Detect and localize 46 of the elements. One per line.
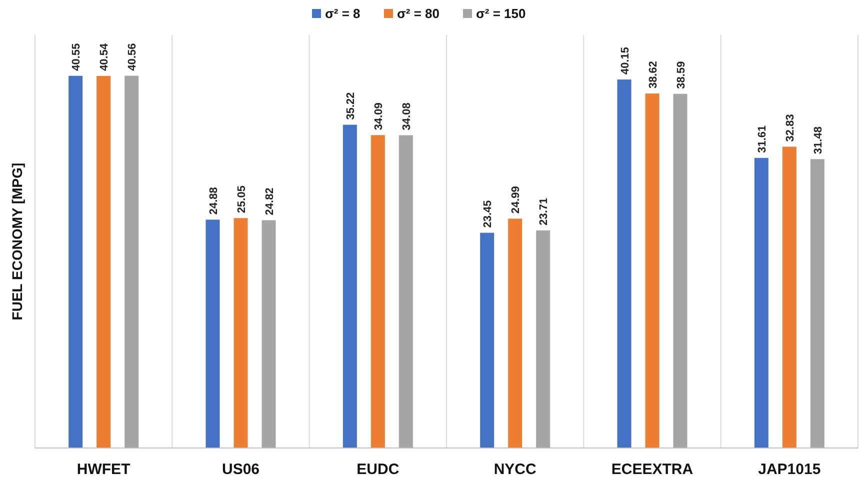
bar bbox=[68, 76, 83, 448]
x-tick-label: ECEEXTRA bbox=[611, 461, 694, 478]
y-axis-title: FUEL ECONOMY [MPG] bbox=[9, 162, 25, 320]
data-label: 23.45 bbox=[482, 200, 494, 228]
data-label: 35.22 bbox=[344, 92, 357, 120]
data-label: 23.71 bbox=[538, 198, 550, 226]
x-tick-label: US06 bbox=[222, 461, 260, 478]
data-label: 25.05 bbox=[236, 186, 248, 214]
x-tick-label: JAP1015 bbox=[758, 461, 821, 478]
bar bbox=[370, 135, 385, 448]
bar bbox=[206, 220, 220, 448]
data-label: 40.15 bbox=[619, 46, 632, 75]
x-tick-label: EUDC bbox=[356, 461, 400, 478]
data-label: 31.61 bbox=[756, 125, 768, 153]
data-label: 24.82 bbox=[264, 188, 276, 216]
data-label: 38.59 bbox=[675, 61, 688, 89]
bar bbox=[398, 135, 413, 448]
bar bbox=[617, 80, 632, 448]
data-label: 40.55 bbox=[70, 43, 83, 71]
bar bbox=[342, 124, 357, 448]
data-label: 32.83 bbox=[784, 114, 796, 142]
bar bbox=[234, 218, 248, 448]
data-label: 40.56 bbox=[126, 43, 139, 71]
data-label: 38.62 bbox=[647, 61, 660, 89]
x-tick-label: NYCC bbox=[494, 461, 536, 478]
data-label: 24.99 bbox=[510, 186, 522, 214]
bar bbox=[96, 76, 111, 448]
bar bbox=[810, 159, 824, 448]
legend-label: σ² = 150 bbox=[476, 6, 526, 21]
x-tick-label: HWFET bbox=[76, 461, 130, 478]
bar bbox=[673, 94, 688, 448]
data-label: 34.09 bbox=[372, 102, 385, 130]
data-label: 40.54 bbox=[98, 42, 111, 71]
bar bbox=[124, 76, 139, 448]
bar bbox=[508, 218, 522, 448]
bar bbox=[480, 232, 494, 448]
legend-label: σ² = 80 bbox=[397, 6, 440, 21]
bar bbox=[754, 158, 768, 448]
bar bbox=[262, 220, 276, 448]
bar bbox=[536, 230, 550, 448]
data-label: 31.48 bbox=[812, 126, 824, 154]
data-label: 24.88 bbox=[208, 187, 220, 215]
legend-label: σ² = 8 bbox=[325, 6, 360, 21]
bar bbox=[782, 146, 796, 448]
data-label: 34.08 bbox=[400, 102, 413, 130]
bar bbox=[645, 94, 660, 448]
